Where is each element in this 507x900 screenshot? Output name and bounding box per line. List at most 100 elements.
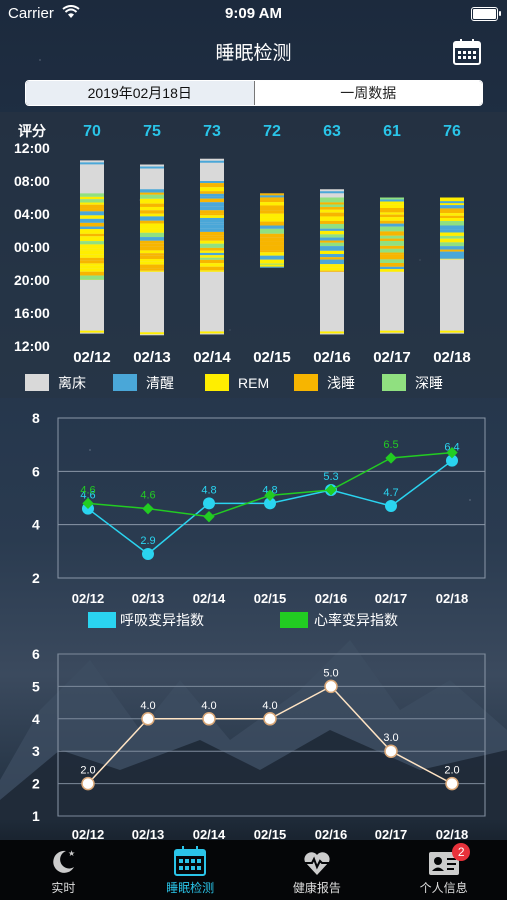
sleep-stage-chart: 评分 70 75 73 72 63 61 76 12:00 08:00 04:00 00:00 20:0… bbox=[14, 123, 471, 391]
wifi-icon bbox=[62, 5, 80, 23]
date-segmented-control: 2019年02月18日 一周数据 bbox=[25, 80, 483, 106]
sleep-stage-segment bbox=[200, 222, 224, 225]
data-label: 6.5 bbox=[383, 439, 398, 451]
sleep-stage-segment bbox=[320, 257, 344, 260]
data-point bbox=[263, 712, 277, 726]
sleep-stage-segment bbox=[80, 211, 104, 216]
sleep-stage-segment bbox=[260, 259, 284, 264]
sleep-stage-segment bbox=[140, 189, 164, 193]
sleep-stage-segment bbox=[440, 221, 464, 226]
sleep-stage-segment bbox=[200, 259, 224, 264]
sleep-stage-segment bbox=[260, 266, 284, 268]
y-tick-label: 4 bbox=[32, 711, 40, 727]
sleep-stage-segment bbox=[380, 214, 404, 218]
sleep-stage-segment bbox=[200, 224, 224, 229]
tab-health-report[interactable]: 健康报告 bbox=[254, 840, 381, 900]
sleep-stage-segment bbox=[320, 197, 344, 203]
sleep-stage-segment bbox=[440, 242, 464, 247]
sleep-stage-segment bbox=[260, 228, 284, 234]
sleep-stage-segment bbox=[260, 245, 284, 251]
sleep-stage-segment bbox=[440, 235, 464, 239]
y-tick-label: 6 bbox=[32, 646, 40, 662]
sleep-stage-segment bbox=[200, 191, 224, 194]
sleep-stage-segment bbox=[380, 204, 404, 208]
sleep-stage-segment bbox=[320, 254, 344, 258]
x-tick-label: 02/18 bbox=[436, 827, 469, 840]
sleep-stage-segment bbox=[440, 205, 464, 209]
x-tick-label: 02/15 bbox=[254, 827, 287, 840]
tab-realtime[interactable]: ★ 实时 bbox=[0, 840, 127, 900]
sleep-stage-segment bbox=[200, 160, 224, 163]
sleep-stage-segment bbox=[320, 240, 344, 243]
svg-text:★: ★ bbox=[68, 849, 75, 858]
sleep-stage-segment bbox=[200, 235, 224, 238]
data-label: 4.8 bbox=[201, 484, 216, 496]
sleep-stage-segment bbox=[260, 221, 284, 226]
sleep-stage-segment bbox=[260, 205, 284, 211]
score-value: 72 bbox=[263, 123, 281, 140]
legend-swatch bbox=[280, 612, 308, 628]
sleep-stage-segment bbox=[320, 264, 344, 268]
x-tick-label: 02/12 bbox=[72, 591, 105, 606]
data-point bbox=[384, 744, 398, 758]
score-value: 63 bbox=[323, 123, 341, 140]
y-tick-label: 4 bbox=[32, 517, 40, 533]
sleep-stage-segment bbox=[200, 240, 224, 244]
y-tick-label: 12:00 bbox=[14, 140, 50, 156]
sleep-stage-segment bbox=[140, 261, 164, 265]
legend-swatch bbox=[113, 374, 137, 391]
sleep-stage-segment bbox=[200, 193, 224, 197]
sleep-stage-segment bbox=[380, 259, 404, 263]
sleep-stage-segment bbox=[320, 246, 344, 251]
legend-swatch bbox=[205, 374, 229, 391]
calendar-icon[interactable] bbox=[452, 38, 482, 66]
sleep-stage-segment bbox=[260, 250, 284, 253]
sleep-stage-segment bbox=[140, 194, 164, 199]
sleep-stage-segment bbox=[200, 213, 224, 216]
plot-frame bbox=[57, 653, 486, 817]
sleep-stage-segment bbox=[320, 259, 344, 265]
page-title: 睡眠检测 bbox=[215, 43, 292, 64]
x-tick-label: 02/17 bbox=[375, 827, 408, 840]
x-tick-label: 02/13 bbox=[132, 591, 165, 606]
sleep-stage-segment bbox=[380, 235, 404, 239]
sleep-stage-segment bbox=[380, 226, 404, 232]
legend-label: REM bbox=[238, 375, 269, 391]
sleep-stage-segment bbox=[140, 216, 164, 221]
sleep-stage-segment bbox=[140, 237, 164, 241]
data-point bbox=[264, 497, 276, 510]
tab-label: 个人信息 bbox=[419, 881, 468, 895]
sleep-stage-segment bbox=[380, 220, 404, 224]
sleep-stage-segment bbox=[320, 270, 344, 272]
tab-personal-info[interactable]: 2 个人信息 bbox=[380, 840, 507, 900]
y-tick-label: 1 bbox=[32, 808, 40, 824]
score-value: 76 bbox=[443, 123, 461, 140]
sleep-stage-segment bbox=[80, 254, 104, 258]
sleep-stage-segment bbox=[200, 198, 224, 203]
data-point bbox=[141, 712, 155, 726]
sleep-stage-segment bbox=[140, 268, 164, 271]
sleep-stage-segment bbox=[80, 257, 104, 261]
sleep-stage-segment bbox=[80, 218, 104, 223]
sleep-stage-segment bbox=[80, 271, 104, 276]
score-label: 评分 bbox=[18, 123, 46, 139]
score-chart: 1 2 3 4 5 6 2.0 4.0 4.0 4.0 5.0 3.0 2.0 02/12 02/13 02/… bbox=[32, 646, 486, 840]
tab-sleep-detection[interactable]: 睡眠检测 bbox=[127, 840, 254, 900]
x-tick-label: 02/14 bbox=[193, 827, 226, 840]
y-tick-label: 2 bbox=[32, 570, 40, 586]
sleep-stage-segment bbox=[320, 250, 344, 255]
sleep-stage-segment bbox=[200, 217, 224, 223]
x-tick-label: 02/18 bbox=[433, 349, 471, 366]
segment-day[interactable]: 2019年02月18日 bbox=[26, 81, 255, 105]
score-value: 75 bbox=[143, 123, 161, 140]
y-tick-label: 3 bbox=[32, 743, 40, 759]
sleep-stage-segment bbox=[140, 232, 164, 238]
sleep-stage-segment bbox=[80, 229, 104, 234]
sleep-stage-segment bbox=[260, 252, 284, 256]
sleep-stage-segment bbox=[380, 199, 404, 202]
sleep-stage-segment bbox=[200, 183, 224, 188]
sleep-stage-segment bbox=[200, 243, 224, 248]
sleep-stage-segment bbox=[320, 202, 344, 205]
segment-week[interactable]: 一周数据 bbox=[254, 81, 482, 105]
sleep-stage-segment bbox=[80, 330, 104, 333]
